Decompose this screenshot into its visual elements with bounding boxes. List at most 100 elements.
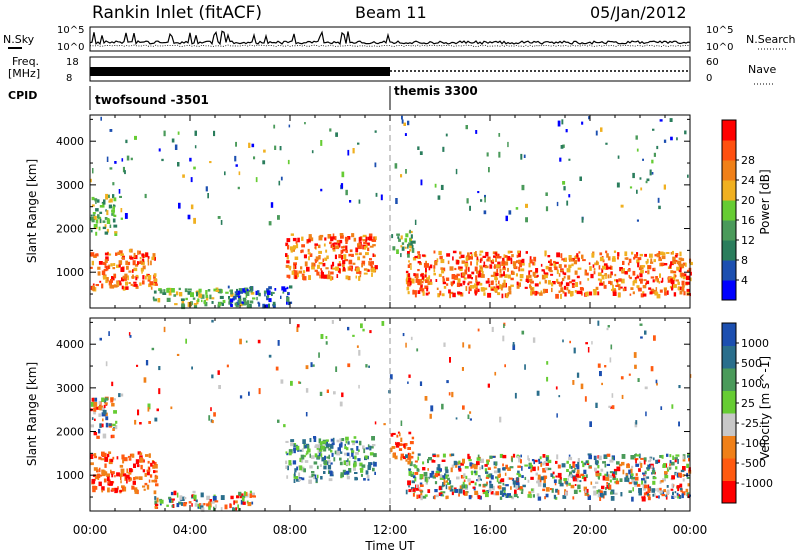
- power-panel: 1000 2000 3000 4000 Slant Range [km] 4 8 12 16…: [25, 114, 772, 310]
- freq-right-bottom: 0: [706, 73, 712, 84]
- cpid-label: CPID: [8, 89, 37, 102]
- time-tick-2: 08:00: [273, 523, 308, 537]
- power-colorbar-label: Power [dB]: [758, 169, 772, 234]
- velocity-colorbar-swatch-1: [722, 458, 736, 481]
- power-colorbar-swatch-2: [722, 240, 736, 261]
- velocity-colorbar-tick-7: -1000: [741, 477, 773, 490]
- velocity-ytick-1: 2000: [56, 426, 84, 439]
- velocity-echo-region-4: [390, 431, 415, 461]
- power-echo-region-6: [405, 250, 693, 299]
- freq-unit-label: [MHz]: [8, 67, 40, 80]
- power-colorbar-swatch-5: [722, 180, 736, 201]
- power-echo-data: [90, 115, 693, 310]
- velocity-ylabel: Slant Range [km]: [25, 362, 39, 466]
- power-colorbar-tick-3: 16: [741, 214, 755, 227]
- noise-left-top: 10^5: [57, 25, 84, 36]
- nave-label: Nave: [748, 63, 776, 76]
- velocity-x-ticks: [89, 318, 691, 511]
- noise-sky-trace: [89, 30, 691, 46]
- cpid-segment-1: themis 3300: [394, 84, 478, 98]
- noise-right-bottom: 10^0: [706, 42, 733, 53]
- velocity-echo-region-0: [90, 451, 159, 495]
- velocity-echo-region-3: [285, 436, 377, 484]
- velocity-echo-data: [90, 319, 692, 512]
- power-ytick-0: 1000: [56, 266, 84, 279]
- velocity-colorbar-tick-0: 1000: [741, 337, 769, 350]
- power-colorbar-tick-1: 8: [741, 254, 748, 267]
- noise-left-bottom: 10^0: [57, 42, 84, 53]
- power-colorbar-tick-5: 24: [741, 174, 755, 187]
- nsearch-label: N.Search: [746, 33, 796, 46]
- velocity-colorbar-tick-5: -100: [741, 437, 766, 450]
- power-colorbar-tick-4: 20: [741, 194, 755, 207]
- power-colorbar-swatch-0: [722, 280, 736, 301]
- freq-right-top: 60: [706, 57, 719, 68]
- velocity-colorbar-swatch-4: [722, 390, 736, 414]
- velocity-panel: 1000 2000 3000 4000 Slant Range [km] 1000 50…: [25, 317, 773, 512]
- time-tick-5: 20:00: [573, 523, 608, 537]
- velocity-colorbar-swatch-7: [722, 323, 736, 346]
- power-echo-region-3: [227, 285, 293, 309]
- power-colorbar-swatch-8: [722, 120, 736, 141]
- time-tick-3: 12:00: [373, 523, 408, 537]
- power-echo-region-4: [285, 233, 378, 281]
- noise-search-trace: [89, 44, 691, 47]
- velocity-colorbar-swatch-5: [722, 368, 736, 391]
- time-tick-labels: 00:00 04:00 08:00 12:00 16:00 20:00 00:00: [73, 523, 708, 537]
- power-colorbar-swatch-4: [722, 200, 736, 221]
- station-title: Rankin Inlet (fitACF): [92, 3, 262, 23]
- cpid-panel: CPID twofsound -3501 themis 3300: [8, 84, 478, 110]
- freq-left-bottom: 8: [66, 73, 72, 84]
- velocity-colorbar-label: Velocity [m s^-1]: [758, 356, 772, 460]
- velocity-sparse-echoes: [99, 319, 692, 428]
- velocity-colorbar-tick-6: -500: [741, 457, 766, 470]
- power-echo-region-5: [391, 229, 416, 258]
- power-y-ticks: 1000 2000 3000 4000: [56, 118, 690, 295]
- power-colorbar-swatch-3: [722, 220, 736, 241]
- velocity-colorbar-swatch-2: [722, 435, 736, 459]
- power-colorbar-tick-0: 4: [741, 274, 748, 287]
- velocity-colorbar-swatch-3: [722, 413, 736, 436]
- time-tick-6: 00:00: [673, 523, 708, 537]
- power-colorbar-swatch-6: [722, 160, 736, 181]
- velocity-y-ticks: 1000 2000 3000 4000: [56, 321, 690, 498]
- xaxis-label: Time UT: [364, 539, 415, 553]
- freq-label: Freq.: [12, 55, 39, 68]
- power-ylabel: Slant Range [km]: [25, 159, 39, 263]
- velocity-ytick-0: 1000: [56, 469, 84, 482]
- power-ytick-3: 4000: [56, 135, 84, 148]
- nsky-label: N.Sky: [3, 33, 35, 46]
- velocity-ytick-2: 3000: [56, 382, 84, 395]
- cpid-segment-0: twofsound -3501: [95, 93, 209, 107]
- power-colorbar-swatch-7: [722, 140, 736, 161]
- velocity-echo-region-2: [154, 490, 256, 512]
- velocity-colorbar-swatch-0: [722, 480, 736, 504]
- velocity-colorbar-swatch-6: [722, 345, 736, 369]
- date-label: 05/Jan/2012: [590, 3, 687, 22]
- power-colorbar-tick-2: 12: [741, 234, 755, 247]
- frequency-panel: Freq. [MHz] 18 8 60 0 Nave: [8, 55, 776, 85]
- noise-panel: N.Sky 10^5 10^0 10^5 10^0 N.Search: [3, 25, 796, 53]
- noise-right-top: 10^5: [706, 25, 733, 36]
- velocity-echo-region-1: [90, 396, 118, 439]
- time-tick-1: 04:00: [173, 523, 208, 537]
- velocity-colorbar-tick-3: 25: [741, 397, 755, 410]
- power-ytick-2: 3000: [56, 179, 84, 192]
- beam-label: Beam 11: [355, 3, 427, 22]
- power-x-ticks: [89, 115, 691, 308]
- velocity-colorbar-tick-2: 100: [741, 377, 762, 390]
- velocity-colorbar: 1000 500 100 25 -25 -100 -500 -1000: [721, 322, 773, 504]
- time-tick-4: 16:00: [473, 523, 508, 537]
- power-sparse-echoes: [90, 115, 689, 226]
- freq-left-top: 18: [66, 57, 79, 68]
- power-colorbar-tick-6: 28: [741, 154, 755, 167]
- time-tick-0: 00:00: [73, 523, 108, 537]
- velocity-echo-region-5: [405, 453, 692, 502]
- power-echo-region-0: [90, 248, 158, 292]
- power-colorbar-swatch-1: [722, 260, 736, 281]
- power-colorbar: 4 8 12 16 20 24 28: [721, 119, 755, 301]
- velocity-colorbar-tick-4: -25: [741, 417, 759, 430]
- power-ytick-1: 2000: [56, 223, 84, 236]
- velocity-colorbar-tick-1: 500: [741, 357, 762, 370]
